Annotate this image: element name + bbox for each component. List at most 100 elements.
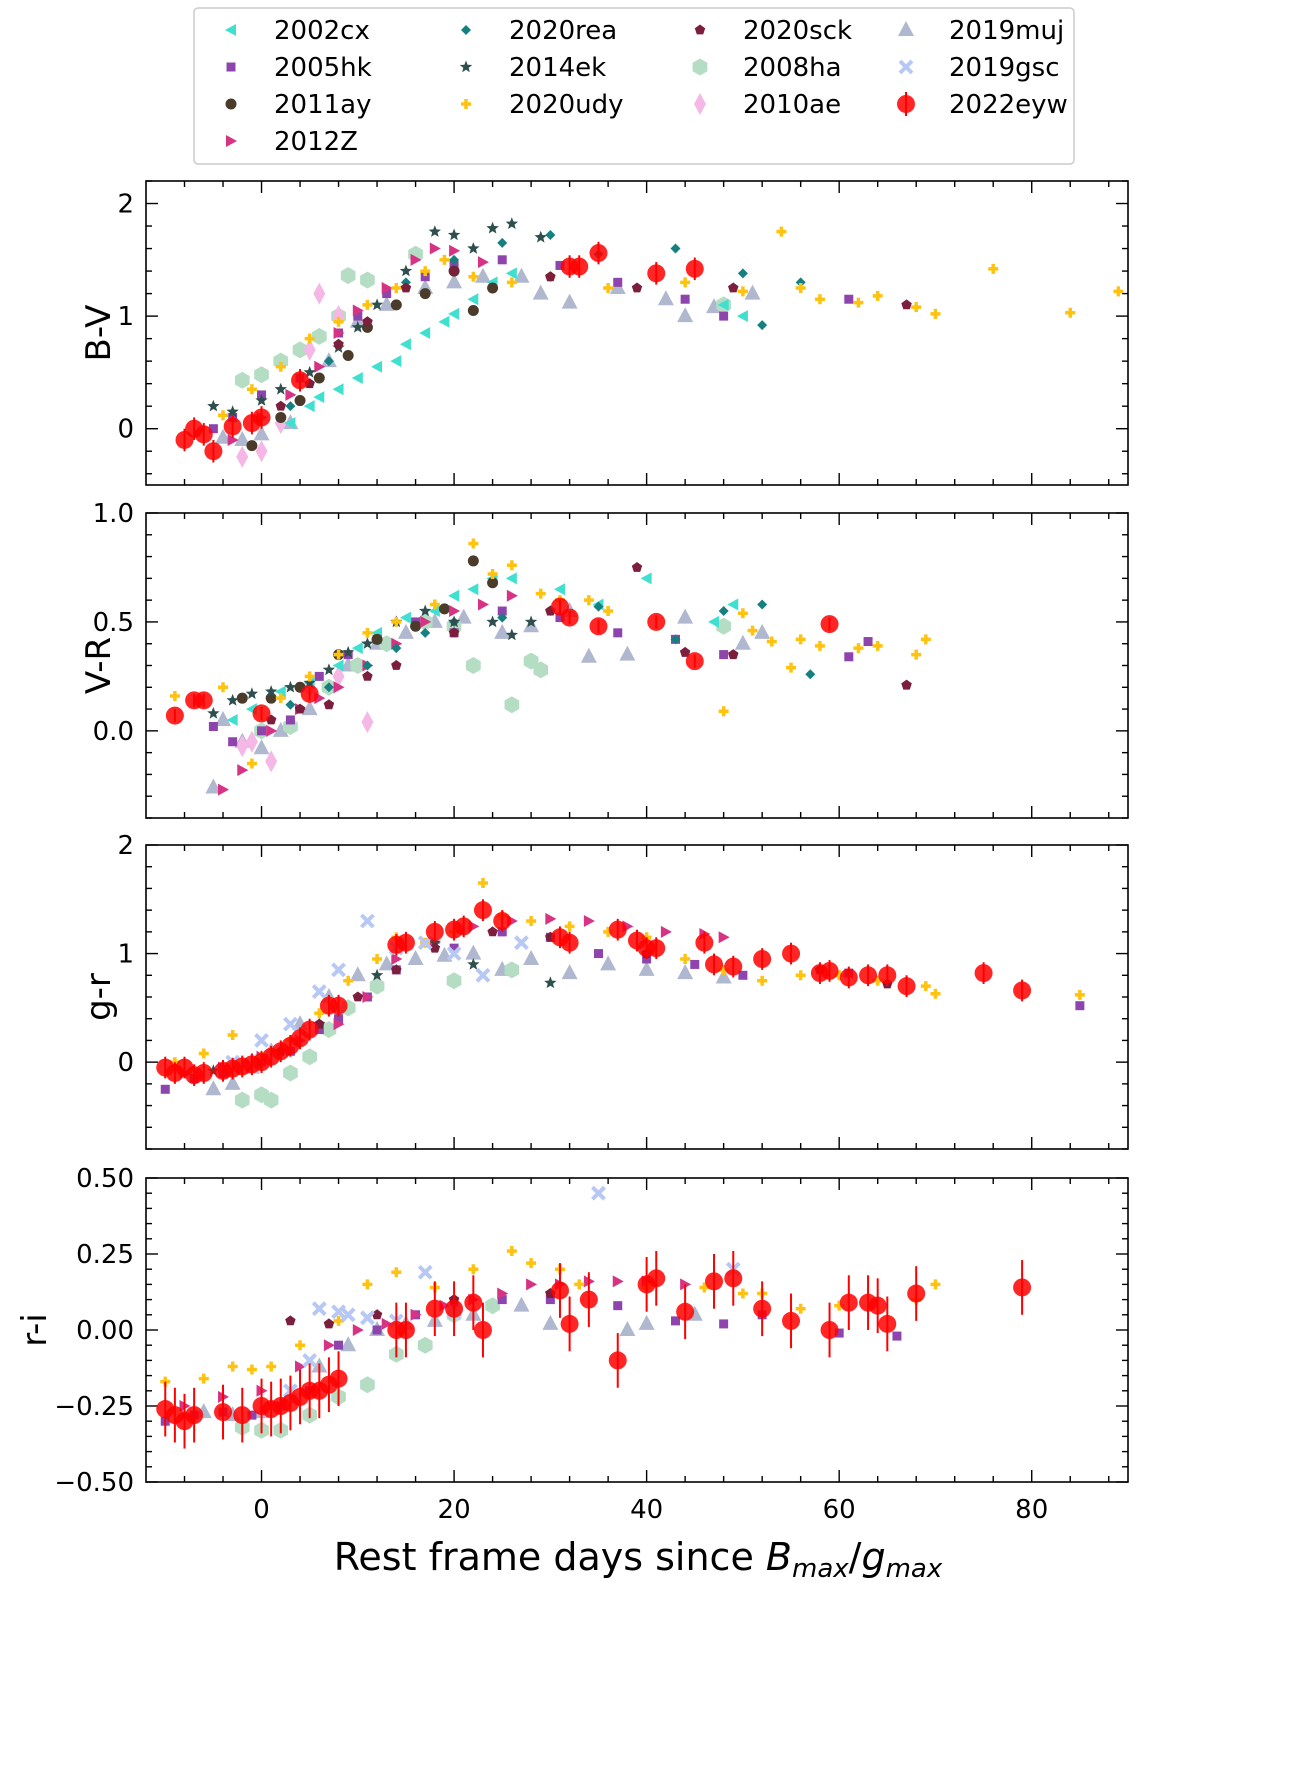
point — [369, 977, 385, 995]
legend-marker-2020udy — [461, 99, 471, 109]
point — [285, 1315, 296, 1326]
x-ticks — [183, 845, 1110, 1149]
point — [208, 722, 218, 731]
point — [853, 297, 864, 308]
point — [303, 365, 316, 378]
legend-label: 2002cx — [274, 16, 370, 46]
point — [292, 341, 308, 359]
point — [275, 693, 286, 704]
point — [603, 606, 614, 617]
point — [526, 916, 537, 926]
point — [795, 277, 806, 288]
point — [901, 299, 912, 310]
series-2012Z — [218, 589, 518, 796]
point — [677, 307, 694, 323]
point — [215, 428, 232, 444]
series-2022eyw — [156, 899, 1032, 1087]
point — [313, 282, 326, 305]
point — [795, 282, 806, 293]
point — [382, 289, 392, 299]
point — [1013, 1278, 1032, 1297]
series-2022eyw — [156, 1250, 1032, 1449]
point — [1075, 1001, 1085, 1011]
point — [560, 1314, 579, 1333]
point — [391, 1267, 402, 1278]
legend-label: 2019gsc — [949, 53, 1060, 83]
point — [438, 603, 450, 615]
point — [839, 1293, 858, 1312]
point — [467, 242, 480, 254]
series-2002cx — [284, 267, 748, 430]
point — [494, 623, 511, 639]
point — [265, 750, 278, 773]
point — [795, 634, 806, 645]
point — [506, 560, 517, 571]
legend-item-2022eyw: 2022eyw — [897, 90, 1068, 120]
point — [744, 284, 761, 300]
legend: 2002cx 2005hk 2011ay 2012Z 2020rea 2014ek 2020… — [193, 7, 1075, 165]
point — [169, 691, 180, 701]
point — [475, 967, 491, 983]
data-points — [156, 878, 1085, 1109]
x-tick-label: 40 — [630, 1495, 663, 1525]
point — [340, 1307, 356, 1323]
point — [504, 696, 520, 714]
point — [724, 1269, 743, 1288]
point — [839, 968, 858, 987]
x-axis-label-part: max — [886, 1554, 943, 1584]
point — [234, 371, 250, 389]
point — [254, 366, 269, 384]
point — [334, 1014, 344, 1024]
point — [757, 599, 768, 610]
point — [593, 601, 604, 612]
point — [647, 612, 666, 631]
point — [467, 293, 479, 306]
point — [285, 699, 296, 710]
point — [717, 298, 729, 311]
point — [757, 320, 768, 331]
point — [911, 302, 922, 313]
point — [360, 271, 375, 289]
legend-frame — [193, 7, 1075, 165]
point — [234, 1091, 250, 1109]
point — [560, 608, 579, 627]
point — [467, 957, 480, 970]
point — [545, 230, 556, 241]
point — [727, 598, 739, 611]
point — [486, 221, 499, 234]
point — [314, 671, 324, 681]
point — [362, 991, 374, 1003]
point — [930, 988, 941, 999]
point — [753, 1299, 772, 1318]
legend-label: 2010ae — [743, 90, 841, 120]
point — [448, 265, 460, 276]
point — [1065, 307, 1076, 318]
legend-item-2010ae: 2010ae — [694, 90, 841, 120]
point — [304, 333, 315, 344]
point — [449, 244, 461, 257]
point — [323, 699, 335, 710]
point — [465, 944, 482, 960]
point — [321, 1021, 337, 1039]
series-2014ek — [207, 217, 547, 418]
series-2008ha — [254, 613, 731, 740]
point — [165, 706, 184, 725]
point — [323, 1339, 335, 1352]
point — [477, 598, 489, 611]
point — [227, 1030, 238, 1040]
point — [613, 1301, 623, 1311]
point — [323, 682, 334, 693]
legend-label: 2014ek — [509, 53, 606, 83]
point — [878, 966, 897, 985]
point — [690, 959, 700, 969]
y-tick-label: −0.25 — [54, 1392, 134, 1422]
point — [467, 583, 479, 596]
point — [160, 1084, 170, 1094]
point — [233, 1406, 252, 1425]
point — [446, 273, 463, 289]
point — [670, 634, 681, 645]
point — [207, 706, 220, 719]
point — [381, 1317, 393, 1330]
point — [487, 282, 499, 294]
